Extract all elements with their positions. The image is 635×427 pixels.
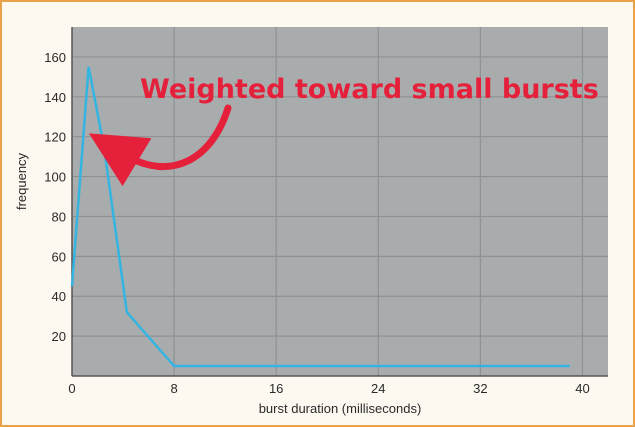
frequency-series-line xyxy=(70,66,570,368)
x-axis-label: burst duration (milliseconds) xyxy=(259,401,422,416)
x-tick-label: 0 xyxy=(68,381,75,396)
y-tick-label: 40 xyxy=(52,289,66,304)
axes xyxy=(71,27,608,377)
x-tick-label: 32 xyxy=(473,381,487,396)
x-tick-label: 24 xyxy=(371,381,385,396)
y-tick-label: 160 xyxy=(44,50,66,65)
x-tick-label: 16 xyxy=(269,381,283,396)
y-tick-labels: 20 40 60 80 100 120 140 160 xyxy=(44,50,66,344)
x-tick-label: 40 xyxy=(575,381,589,396)
y-tick-label: 80 xyxy=(52,209,66,224)
grid-lines xyxy=(72,27,608,376)
y-tick-label: 20 xyxy=(52,329,66,344)
y-axis-label: frequency xyxy=(14,152,29,210)
annotation-arrow xyxy=(88,104,232,187)
plot-area xyxy=(72,27,608,376)
annotation-text: Weighted toward small bursts xyxy=(140,74,599,105)
y-tick-label: 140 xyxy=(44,90,66,105)
y-tick-label: 60 xyxy=(52,249,66,264)
x-tick-label: 8 xyxy=(170,381,177,396)
y-tick-label: 100 xyxy=(44,170,66,185)
y-tick-label: 120 xyxy=(44,130,66,145)
x-tick-labels: 0 8 16 24 32 40 xyxy=(68,381,589,396)
